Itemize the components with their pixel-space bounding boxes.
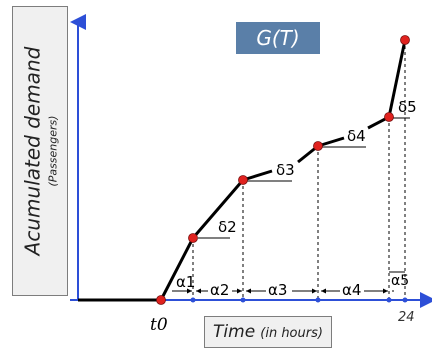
x-axis-label-box: Time (in hours): [204, 316, 332, 348]
alpha-label-2: α2: [210, 281, 229, 299]
delta-label-5: δ5: [398, 98, 417, 116]
alpha-label-4: α4: [342, 281, 361, 299]
alpha-label-1: α1: [176, 273, 195, 291]
t0-label: t0: [150, 315, 168, 335]
delta-underlines: [198, 117, 410, 239]
y-axis-label: Acumulated demand (Passengers): [21, 47, 60, 256]
x-axis-title: Time: [213, 322, 256, 342]
alpha-label-5: α5: [391, 273, 409, 289]
x-axis-unit: (in hours): [260, 326, 323, 341]
alpha-label-3: α3: [268, 281, 287, 299]
y-axis-unit: (Passengers): [46, 115, 60, 187]
delta-label-3: δ3: [276, 161, 295, 179]
end-time-label: 24: [398, 310, 415, 325]
curve-points: [156, 35, 410, 305]
delta-label-4: δ4: [347, 127, 366, 145]
alpha-dimensions: [172, 271, 405, 294]
chart-title: G(T): [236, 22, 320, 54]
delta-label-2: δ2: [218, 218, 237, 236]
y-axis-title: Acumulated demand: [20, 46, 45, 256]
axis-ticks: [190, 297, 408, 303]
y-axis-label-box: Acumulated demand (Passengers): [12, 6, 68, 296]
drop-lines: [192, 40, 406, 300]
